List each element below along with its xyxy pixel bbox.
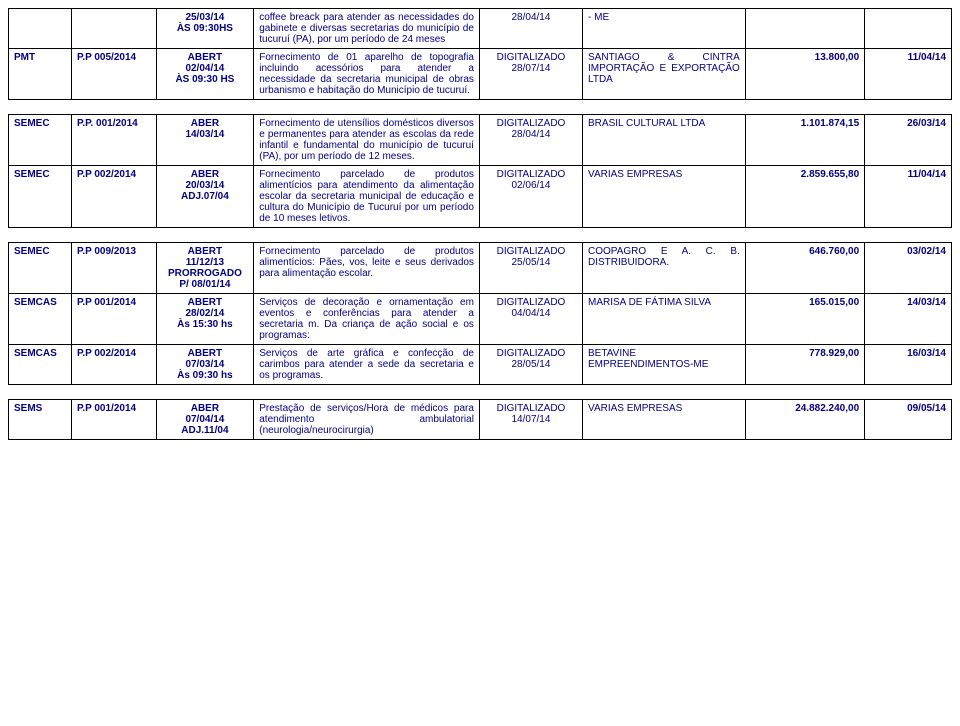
desc-cell: Prestação de serviços/Hora de médicos pa… bbox=[254, 400, 480, 440]
winner-cell: VARIAS EMPRESAS bbox=[583, 400, 746, 440]
org-cell: SEMCAS bbox=[9, 345, 72, 385]
winner-cell: BETAVINE EMPREENDIMENTOS-ME bbox=[583, 345, 746, 385]
status-cell: DIGITALIZADO04/04/14 bbox=[479, 294, 582, 345]
org-cell: SEMCAS bbox=[9, 294, 72, 345]
value-cell: 1.101.874,15 bbox=[745, 115, 864, 166]
org-cell bbox=[9, 9, 72, 49]
value-cell: 778.929,00 bbox=[745, 345, 864, 385]
date2-cell: 03/02/14 bbox=[865, 243, 952, 294]
winner-cell: COOPAGRO E A. C. B. DISTRIBUIDORA. bbox=[583, 243, 746, 294]
date-cell: 25/03/14ÀS 09:30HS bbox=[156, 9, 254, 49]
winner-cell: BRASIL CULTURAL LTDA bbox=[583, 115, 746, 166]
date2-cell: 11/04/14 bbox=[865, 49, 952, 100]
status-cell: DIGITALIZADO02/06/14 bbox=[479, 166, 582, 228]
org-cell: SEMEC bbox=[9, 115, 72, 166]
desc-cell: Serviços de arte gráfica e confecção de … bbox=[254, 345, 480, 385]
desc-cell: Fornecimento de 01 aparelho de topografi… bbox=[254, 49, 480, 100]
winner-cell: - ME bbox=[583, 9, 746, 49]
data-table-4: SEMSP.P 001/2014ABER07/04/14ADJ.11/04Pre… bbox=[8, 399, 952, 440]
date2-cell: 11/04/14 bbox=[865, 166, 952, 228]
date-cell: ABERT11/12/13PRORROGADOP/ 08/01/14 bbox=[156, 243, 254, 294]
proc-cell bbox=[71, 9, 156, 49]
status-cell: DIGITALIZADO28/05/14 bbox=[479, 345, 582, 385]
proc-cell: P.P 001/2014 bbox=[71, 294, 156, 345]
value-cell: 646.760,00 bbox=[745, 243, 864, 294]
date2-cell: 26/03/14 bbox=[865, 115, 952, 166]
date-cell: ABER14/03/14 bbox=[156, 115, 254, 166]
desc-cell: Fornecimento de utensílios domésticos di… bbox=[254, 115, 480, 166]
desc-cell: Fornecimento parcelado de produtos alime… bbox=[254, 243, 480, 294]
status-cell: DIGITALIZADO25/05/14 bbox=[479, 243, 582, 294]
winner-cell: MARISA DE FÁTIMA SILVA bbox=[583, 294, 746, 345]
table-row: SEMCASP.P 002/2014ABERT07/03/14Às 09:30 … bbox=[9, 345, 952, 385]
date2-cell bbox=[865, 9, 952, 49]
value-cell: 165.015,00 bbox=[745, 294, 864, 345]
data-table-2: SEMECP.P. 001/2014ABER14/03/14Fornecimen… bbox=[8, 114, 952, 228]
value-cell bbox=[745, 9, 864, 49]
org-cell: SEMEC bbox=[9, 243, 72, 294]
winner-cell: VARIAS EMPRESAS bbox=[583, 166, 746, 228]
table-row: SEMECP.P. 001/2014ABER14/03/14Fornecimen… bbox=[9, 115, 952, 166]
proc-cell: P.P. 001/2014 bbox=[71, 115, 156, 166]
value-cell: 2.859.655,80 bbox=[745, 166, 864, 228]
value-cell: 24.882.240,00 bbox=[745, 400, 864, 440]
proc-cell: P.P 005/2014 bbox=[71, 49, 156, 100]
desc-cell: coffee breack para atender as necessidad… bbox=[254, 9, 480, 49]
data-table-3: SEMECP.P 009/2013ABERT11/12/13PRORROGADO… bbox=[8, 242, 952, 385]
proc-cell: P.P 001/2014 bbox=[71, 400, 156, 440]
date2-cell: 16/03/14 bbox=[865, 345, 952, 385]
table-row: 25/03/14ÀS 09:30HScoffee breack para ate… bbox=[9, 9, 952, 49]
org-cell: SEMS bbox=[9, 400, 72, 440]
date-cell: ABER20/03/14ADJ.07/04 bbox=[156, 166, 254, 228]
status-cell: 28/04/14 bbox=[479, 9, 582, 49]
proc-cell: P.P 009/2013 bbox=[71, 243, 156, 294]
date-cell: ABERT02/04/14ÀS 09:30 HS bbox=[156, 49, 254, 100]
desc-cell: Serviços de decoração e ornamentação em … bbox=[254, 294, 480, 345]
value-cell: 13.800,00 bbox=[745, 49, 864, 100]
status-cell: DIGITALIZADO28/07/14 bbox=[479, 49, 582, 100]
proc-cell: P.P 002/2014 bbox=[71, 166, 156, 228]
proc-cell: P.P 002/2014 bbox=[71, 345, 156, 385]
data-table-1: 25/03/14ÀS 09:30HScoffee breack para ate… bbox=[8, 8, 952, 100]
table-row: SEMCASP.P 001/2014ABERT28/02/14Às 15:30 … bbox=[9, 294, 952, 345]
status-cell: DIGITALIZADO14/07/14 bbox=[479, 400, 582, 440]
winner-cell: SANTIAGO & CINTRA IMPORTAÇÃO E EXPORTAÇÃ… bbox=[583, 49, 746, 100]
org-cell: PMT bbox=[9, 49, 72, 100]
table-row: SEMSP.P 001/2014ABER07/04/14ADJ.11/04Pre… bbox=[9, 400, 952, 440]
table-row: SEMECP.P 002/2014ABER20/03/14ADJ.07/04Fo… bbox=[9, 166, 952, 228]
desc-cell: Fornecimento parcelado de produtos alime… bbox=[254, 166, 480, 228]
table-row: SEMECP.P 009/2013ABERT11/12/13PRORROGADO… bbox=[9, 243, 952, 294]
date-cell: ABER07/04/14ADJ.11/04 bbox=[156, 400, 254, 440]
date-cell: ABERT28/02/14Às 15:30 hs bbox=[156, 294, 254, 345]
table-row: PMTP.P 005/2014ABERT02/04/14ÀS 09:30 HSF… bbox=[9, 49, 952, 100]
date-cell: ABERT07/03/14Às 09:30 hs bbox=[156, 345, 254, 385]
date2-cell: 14/03/14 bbox=[865, 294, 952, 345]
org-cell: SEMEC bbox=[9, 166, 72, 228]
status-cell: DIGITALIZADO28/04/14 bbox=[479, 115, 582, 166]
date2-cell: 09/05/14 bbox=[865, 400, 952, 440]
